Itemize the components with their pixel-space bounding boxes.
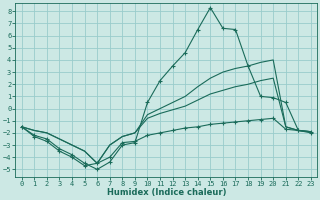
X-axis label: Humidex (Indice chaleur): Humidex (Indice chaleur): [107, 188, 226, 197]
